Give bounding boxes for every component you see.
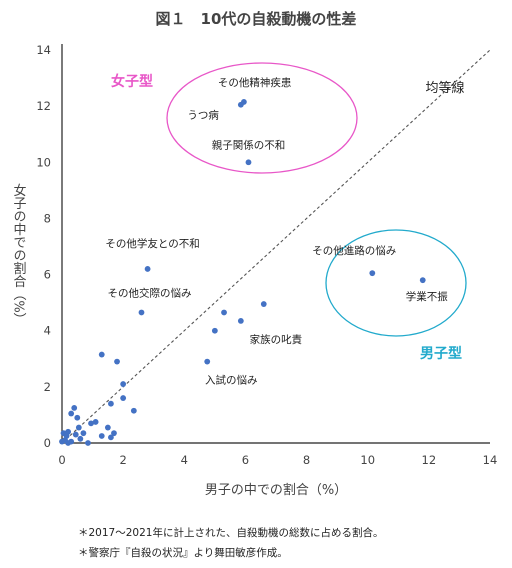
- axes: 0 2 4 6 8 10 12 14 0 2 4 6 8 10 12 14 男子の中での割合（%） 女子の中での割…: [11, 43, 498, 498]
- point-label: その他進路の悩み: [312, 244, 396, 257]
- reference-line-label: 均等線: [425, 80, 464, 96]
- x-tick-label: 14: [483, 453, 498, 467]
- y-tick-label: 10: [36, 155, 51, 169]
- data-point: [98, 433, 105, 439]
- chart-title: 図１ 10代の自殺動機の性差: [155, 10, 357, 28]
- data-point: [114, 358, 120, 365]
- point-label: 入試の悩み: [205, 374, 258, 387]
- data-point: [144, 266, 151, 272]
- data-point: [59, 438, 65, 445]
- data-point: [85, 440, 91, 446]
- data-point: [138, 309, 145, 316]
- y-tick-label: 12: [36, 99, 51, 113]
- point-label: 学業不振: [406, 290, 448, 303]
- footnote-source: ＊警察庁『自殺の状況』より舞田敏彦作成。: [78, 547, 288, 559]
- reference-line: [61, 49, 491, 444]
- data-point: [60, 430, 67, 437]
- data-point: [75, 424, 82, 431]
- data-point: [71, 405, 78, 411]
- data-point: [77, 435, 84, 442]
- data-point: [204, 358, 211, 365]
- data-point: [237, 101, 244, 108]
- data-point: [74, 414, 81, 421]
- y-tick-label: 6: [44, 268, 51, 282]
- male-type-label: 男子型: [420, 345, 462, 362]
- data-point: [72, 431, 79, 438]
- point-label: その他交際の悩み: [107, 286, 191, 299]
- data-point: [419, 277, 426, 284]
- data-point: [98, 351, 105, 358]
- point-label: 親子関係の不和: [212, 138, 286, 151]
- data-point: [120, 395, 127, 401]
- y-axis-label: 女子の中での割合（%）: [11, 183, 27, 326]
- y-tick-label: 4: [44, 324, 51, 338]
- data-point: [130, 407, 137, 414]
- reference-line-group: 均等線: [61, 49, 491, 444]
- data-point: [237, 317, 244, 324]
- y-tick-label: 0: [44, 436, 51, 450]
- point-label: その他学友との不和: [105, 237, 199, 250]
- data-point: [245, 159, 252, 166]
- y-tick-label: 8: [44, 211, 51, 225]
- female-type-ellipse: [166, 62, 358, 174]
- data-point: [92, 419, 99, 425]
- data-point: [108, 434, 114, 441]
- point-label: 家族の叱責: [250, 333, 303, 346]
- data-points: [59, 99, 426, 446]
- data-point: [221, 309, 227, 316]
- data-point: [260, 301, 267, 307]
- data-point: [65, 440, 72, 446]
- data-point: [369, 270, 376, 277]
- data-point: [111, 430, 117, 437]
- data-point: [80, 430, 87, 437]
- x-tick-label: 8: [303, 453, 310, 467]
- x-tick-label: 6: [242, 453, 249, 467]
- data-point: [88, 420, 94, 427]
- data-point: [104, 424, 111, 431]
- data-point: [211, 327, 218, 334]
- female-type-label: 女子型: [111, 73, 153, 90]
- y-tick-label: 2: [44, 380, 51, 394]
- footnote-period: ＊2017～2021年に計上された、自殺動機の総数に占める割合。: [78, 527, 384, 539]
- x-tick-label: 12: [422, 453, 437, 467]
- point-label: うつ病: [187, 109, 219, 122]
- data-point: [108, 400, 114, 407]
- y-tick-label: 14: [36, 43, 51, 57]
- male-type-ellipse: [325, 229, 467, 337]
- x-tick-label: 10: [360, 453, 375, 467]
- data-point: [68, 410, 75, 417]
- data-point: [120, 381, 127, 387]
- point-label: その他精神疾患: [218, 76, 292, 89]
- x-tick-label: 2: [119, 453, 126, 467]
- x-tick-label: 0: [58, 453, 65, 467]
- x-tick-label: 4: [181, 453, 188, 467]
- x-axis-label: 男子の中での割合（%）: [205, 482, 347, 498]
